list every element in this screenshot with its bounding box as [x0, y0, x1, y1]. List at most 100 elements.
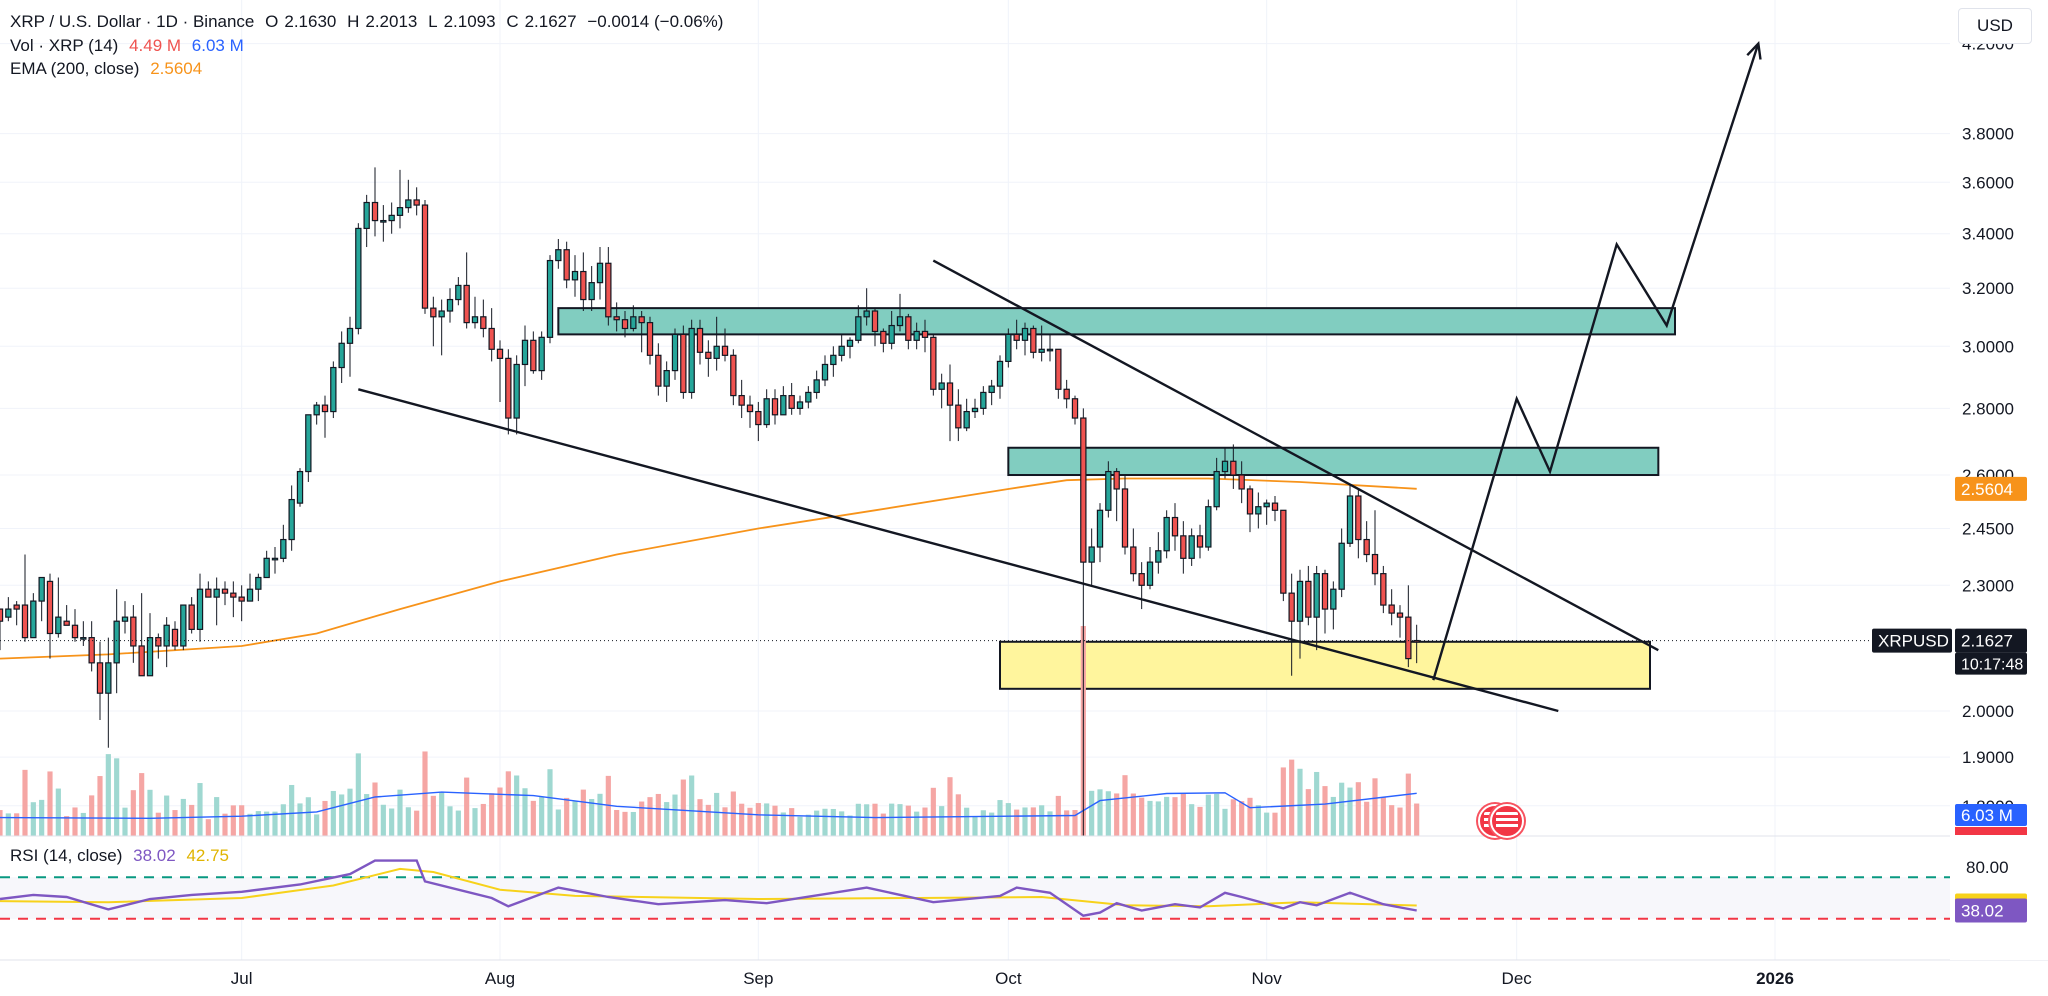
candle-body	[488, 327, 495, 350]
symbol-title[interactable]: XRP / U.S. Dollar · 1D · Binance	[10, 12, 255, 31]
price-tick-label: 2.8000	[1962, 399, 2014, 418]
candle-body	[230, 592, 237, 598]
candle-body	[1013, 333, 1020, 341]
volume-bar	[580, 789, 586, 836]
axes: 4.20003.80003.60003.40003.20003.00002.80…	[231, 0, 2048, 988]
candle-body	[263, 557, 270, 579]
volume-bar	[622, 811, 628, 836]
candle-body	[821, 363, 829, 381]
candle-body	[155, 637, 162, 647]
candle-body	[313, 404, 320, 416]
volume-bar	[1264, 812, 1270, 836]
ohlc-high: H 2.2013	[347, 12, 417, 31]
volume-bar	[47, 771, 53, 836]
symbol-badge: XRPUSD	[1878, 632, 1949, 651]
last-price-badge: 2.1627	[1961, 632, 2013, 651]
candle-body	[471, 316, 479, 324]
volume-bar	[697, 799, 703, 836]
high-value: 2.2013	[365, 12, 418, 31]
candle-body	[1146, 561, 1154, 586]
candle-body	[255, 576, 262, 590]
candle-body	[1388, 604, 1395, 614]
volume-legend[interactable]: Vol · XRP (14) 4.49 M 6.03 M	[10, 34, 250, 57]
volume-bar	[305, 797, 311, 836]
volume-bar	[855, 803, 861, 836]
time-tick-label: 2026	[1756, 969, 1794, 988]
candle-body	[555, 249, 562, 262]
candles	[0, 167, 1420, 836]
candle-body	[563, 249, 570, 281]
candle-body	[146, 637, 154, 677]
candle-body	[238, 596, 245, 602]
candle-body	[163, 624, 170, 647]
candle-body	[946, 382, 954, 406]
volume-bar	[364, 794, 370, 836]
price-tick-label: 3.4000	[1962, 225, 2014, 244]
volume-bar	[264, 811, 270, 836]
candle-body	[121, 616, 129, 622]
candle-body	[838, 345, 845, 356]
us-flag-icon[interactable]	[1490, 804, 1524, 838]
candle-body	[596, 262, 604, 284]
price-tick-label: 2.4500	[1962, 519, 2014, 538]
volume-bar	[322, 800, 328, 836]
volume-bar	[480, 803, 486, 836]
volume-bar	[339, 794, 345, 836]
volume-bar	[772, 805, 778, 836]
candle-body	[771, 398, 779, 416]
rsi-ma-value: 42.75	[186, 846, 229, 865]
volume-bar	[764, 803, 770, 836]
open-label: O	[265, 12, 279, 31]
candle-body	[1138, 573, 1145, 586]
volume-bar	[497, 787, 503, 836]
candle-body	[688, 327, 695, 394]
candle-body	[413, 199, 420, 206]
candle-body	[696, 327, 704, 353]
volume-bar	[830, 808, 836, 836]
volume-bar	[80, 812, 86, 836]
candle-body	[5, 608, 12, 618]
candle-body	[1321, 573, 1329, 610]
candle-body	[1313, 573, 1320, 618]
volume-bar	[1064, 810, 1070, 836]
volume-bar	[939, 806, 945, 836]
volume-bar	[1347, 787, 1353, 836]
currency-button[interactable]: USD	[1958, 8, 2032, 44]
candle-body	[1155, 550, 1162, 563]
volume-bar	[630, 811, 636, 836]
volume-bar	[1339, 782, 1345, 836]
ema-200-line	[0, 477, 1417, 660]
ema-legend[interactable]: EMA (200, close) 2.5604	[10, 57, 208, 80]
rsi-legend[interactable]: RSI (14, close) 38.02 42.75	[10, 846, 235, 866]
volume-bar	[464, 777, 470, 836]
ema-value: 2.5604	[150, 59, 203, 78]
candle-body	[21, 604, 29, 639]
volume-bar	[597, 793, 603, 836]
volume-bar	[114, 758, 120, 836]
candle-body	[80, 637, 87, 640]
candle-body	[571, 270, 579, 281]
volume-bar	[1180, 793, 1186, 836]
candle-body	[1055, 348, 1062, 390]
candle-body	[1405, 616, 1412, 660]
candle-body	[138, 645, 145, 677]
volume-bar	[1014, 809, 1020, 836]
volume-bar	[97, 776, 103, 836]
volume-bar	[655, 793, 661, 836]
volume-bar	[547, 769, 553, 836]
volume-bar	[64, 816, 70, 836]
volume-bar	[355, 753, 361, 836]
volume-bar	[1139, 797, 1145, 836]
candle-body	[1071, 398, 1079, 419]
volume-bar	[405, 807, 411, 836]
volume-bar	[1005, 803, 1011, 836]
candle-body	[171, 628, 179, 647]
candle-body	[0, 608, 4, 622]
volume-bar	[672, 794, 678, 836]
candle-body	[796, 401, 804, 409]
volume-bar	[1122, 775, 1128, 836]
candle-body	[1246, 488, 1254, 515]
candle-body	[955, 404, 962, 429]
price-tick-label: 2.0000	[1962, 702, 2014, 721]
